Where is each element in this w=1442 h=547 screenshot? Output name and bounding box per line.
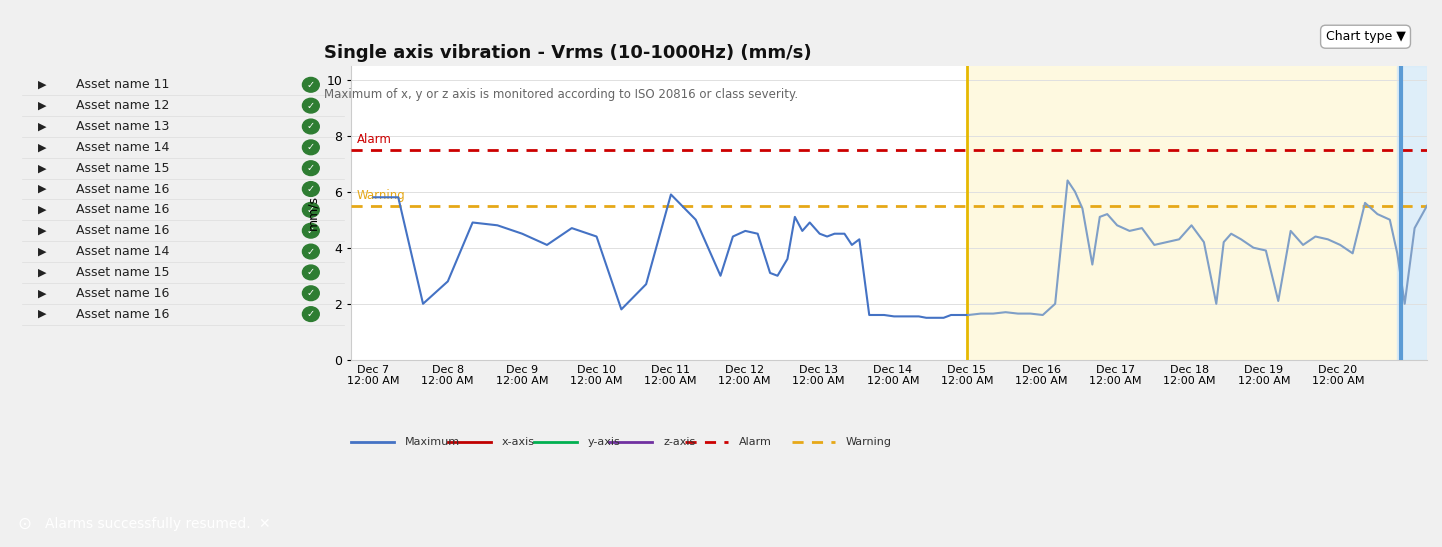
Text: ✓: ✓: [307, 163, 314, 173]
Text: ▶: ▶: [37, 309, 46, 319]
Text: ✓: ✓: [307, 80, 314, 90]
Text: Asset name 14: Asset name 14: [75, 245, 169, 258]
Text: Warning: Warning: [356, 189, 405, 202]
Text: Chart type ▼: Chart type ▼: [1325, 30, 1406, 43]
Text: Asset name 16: Asset name 16: [75, 307, 169, 321]
Circle shape: [303, 78, 319, 92]
Text: ▶: ▶: [37, 247, 46, 257]
Circle shape: [303, 202, 319, 217]
Circle shape: [303, 265, 319, 280]
Circle shape: [303, 161, 319, 176]
Text: ✓: ✓: [307, 267, 314, 277]
Circle shape: [303, 286, 319, 301]
Text: ✓: ✓: [307, 247, 314, 257]
Text: ▶: ▶: [37, 142, 46, 152]
Text: ✕: ✕: [258, 517, 270, 531]
Text: ✓: ✓: [307, 226, 314, 236]
Text: ✓: ✓: [307, 101, 314, 110]
Circle shape: [303, 244, 319, 259]
Y-axis label: mm/s: mm/s: [306, 195, 319, 230]
Text: Asset name 15: Asset name 15: [75, 162, 169, 174]
Text: Asset name 16: Asset name 16: [75, 224, 169, 237]
Text: Asset name 16: Asset name 16: [75, 287, 169, 300]
Text: ▶: ▶: [37, 80, 46, 90]
Circle shape: [303, 182, 319, 196]
Text: Asset name 15: Asset name 15: [75, 266, 169, 279]
Circle shape: [303, 98, 319, 113]
Text: Alarm: Alarm: [356, 133, 391, 146]
Text: ▶: ▶: [37, 288, 46, 298]
Bar: [968, 66, 1397, 360]
Text: ▶: ▶: [37, 226, 46, 236]
Circle shape: [303, 119, 319, 134]
Text: Asset name 16: Asset name 16: [75, 183, 169, 195]
Text: ▶: ▶: [37, 205, 46, 215]
Text: ✓: ✓: [307, 184, 314, 194]
Text: ✓: ✓: [307, 142, 314, 152]
Text: ▶: ▶: [37, 163, 46, 173]
Text: Asset name 13: Asset name 13: [75, 120, 169, 133]
Text: ✓: ✓: [307, 121, 314, 131]
Text: Asset name 14: Asset name 14: [75, 141, 169, 154]
Circle shape: [303, 223, 319, 238]
Text: ✓: ✓: [307, 309, 314, 319]
Text: Single axis vibration - Vrms (10-1000Hz) (mm/s): Single axis vibration - Vrms (10-1000Hz)…: [324, 44, 812, 62]
Text: Asset name 11: Asset name 11: [75, 78, 169, 91]
Text: Maximum: Maximum: [405, 437, 460, 447]
Text: ✓: ✓: [307, 288, 314, 298]
Text: Alarms successfully resumed.: Alarms successfully resumed.: [46, 517, 251, 531]
Text: ✓: ✓: [307, 205, 314, 215]
Text: ▶: ▶: [37, 101, 46, 110]
Bar: [1397, 66, 1428, 360]
Text: ▶: ▶: [37, 184, 46, 194]
Text: Warning: Warning: [846, 437, 893, 447]
Circle shape: [303, 307, 319, 322]
Circle shape: [303, 140, 319, 155]
Text: Alarm: Alarm: [738, 437, 771, 447]
Text: y-axis: y-axis: [588, 437, 620, 447]
Text: z-axis: z-axis: [663, 437, 695, 447]
Text: Asset name 12: Asset name 12: [75, 99, 169, 112]
Text: Asset name 16: Asset name 16: [75, 203, 169, 217]
Text: Maximum of x, y or z axis is monitored according to ISO 20816 or class severity.: Maximum of x, y or z axis is monitored a…: [324, 88, 799, 101]
Text: x-axis: x-axis: [502, 437, 535, 447]
Text: ⊙: ⊙: [17, 515, 30, 533]
Text: ▶: ▶: [37, 267, 46, 277]
Text: ▶: ▶: [37, 121, 46, 131]
